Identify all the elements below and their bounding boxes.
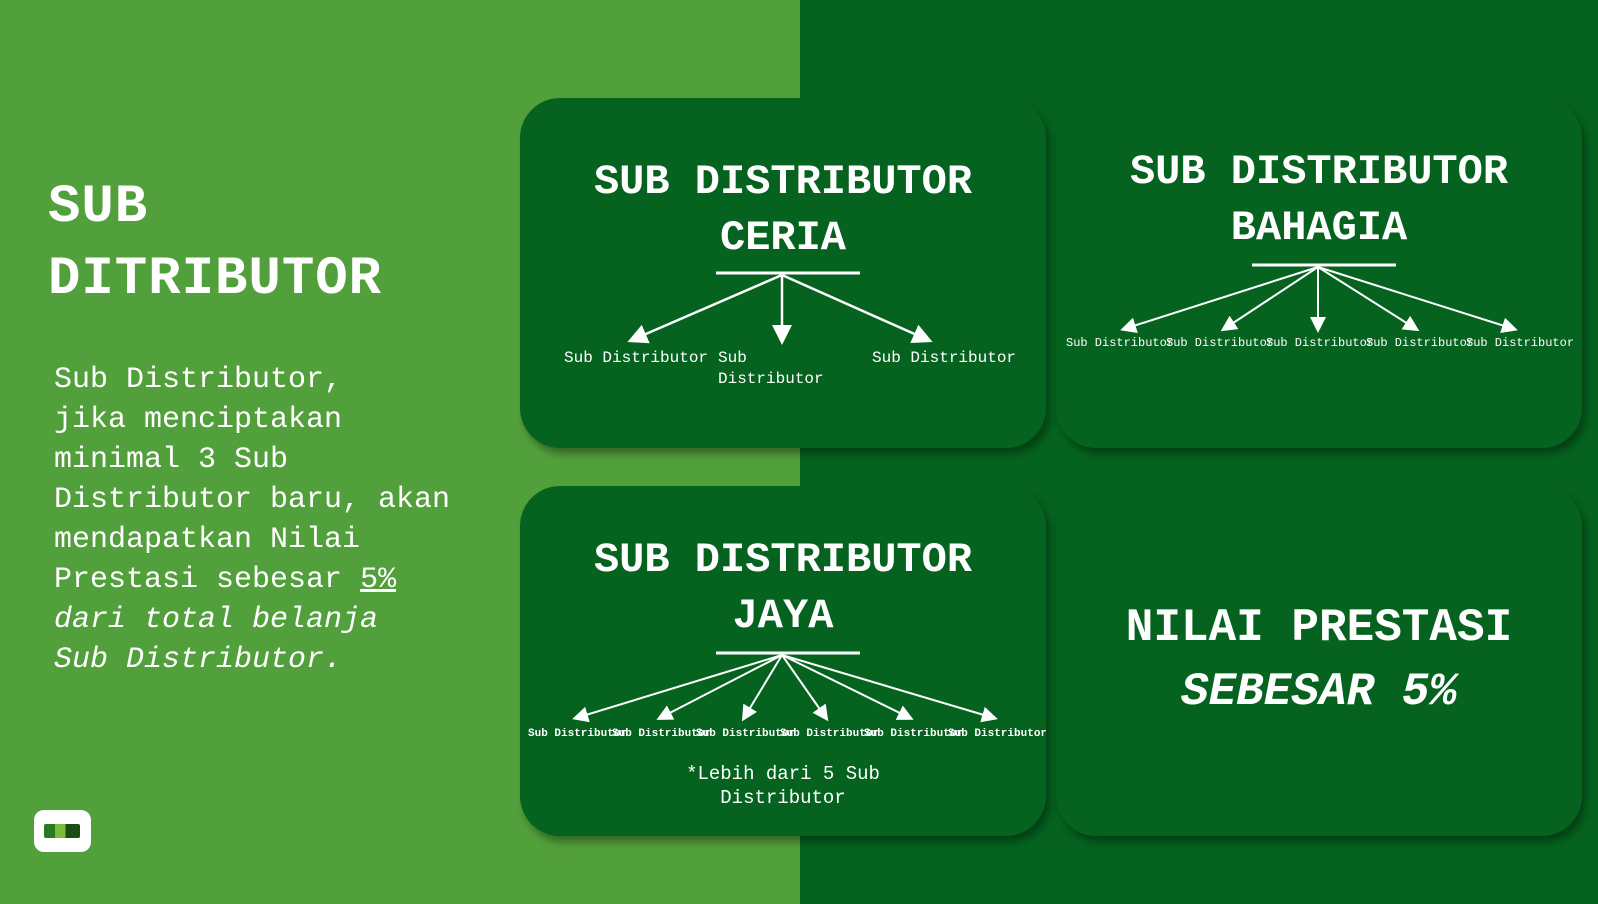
arrow bbox=[1220, 266, 1319, 332]
description-line: mendapatkan Nilai bbox=[54, 523, 361, 557]
card-title-line-1: SUB DISTRIBUTOR bbox=[593, 536, 973, 584]
nilai-prestasi-line-1: NILAI PRESTASI bbox=[1125, 602, 1513, 654]
node-sub-distributor: Sub Distributor bbox=[1166, 336, 1275, 350]
node-sub-distributor: Sub Distributor bbox=[864, 728, 964, 740]
node-sub-distributor: Sub bbox=[718, 349, 747, 367]
card-title: SUB DISTRIBUTOR CERIA bbox=[520, 154, 1046, 266]
node-sub-distributor: Sub Distributor bbox=[780, 728, 880, 740]
node-sub-distributor: Sub Distributor bbox=[1066, 336, 1175, 350]
logo-mark bbox=[44, 824, 80, 838]
arrow bbox=[572, 654, 783, 723]
node-sub-distributor: Sub Distributor bbox=[1266, 336, 1375, 350]
arrow bbox=[781, 654, 829, 722]
tree-connector bbox=[627, 271, 933, 345]
note-line-2: Distributor bbox=[720, 787, 846, 809]
tree-connector bbox=[1120, 263, 1518, 334]
description-line: minimal 3 Sub bbox=[54, 443, 289, 477]
note: *Lebih dari 5 Sub Distributor bbox=[520, 762, 1046, 810]
node-sub-distributor: Sub Distributor bbox=[1466, 336, 1575, 350]
page-title-line-2: DITRIBUTOR bbox=[48, 249, 383, 310]
background-curve bbox=[690, 0, 800, 100]
arrow bbox=[1120, 266, 1319, 333]
card-sub-distributor-jaya: SUB DISTRIBUTOR JAYA Sub Distributor Sub… bbox=[520, 486, 1046, 836]
description-prestasi: Prestasi sebesar bbox=[54, 563, 361, 597]
description: Sub Distributor, jika menciptakan minima… bbox=[54, 360, 514, 680]
description-italic-line: Sub Distributor. bbox=[54, 643, 343, 677]
note-line-1: *Lebih dari 5 Sub bbox=[686, 763, 880, 785]
node-sub-distributor: Sub Distributor bbox=[696, 728, 796, 740]
card-title-line-2: CERIA bbox=[719, 214, 847, 262]
page-title-line-1: SUB bbox=[48, 177, 149, 238]
tree-connector bbox=[572, 651, 998, 723]
card-sub-distributor-ceria: SUB DISTRIBUTOR CERIA Sub Distributor Su… bbox=[520, 98, 1046, 448]
card-title-line-1: SUB DISTRIBUTOR bbox=[593, 158, 973, 206]
node-sub-distributor: Distributor bbox=[718, 370, 824, 388]
description-line: Distributor baru, akan bbox=[54, 483, 451, 517]
page-title: SUB DITRIBUTOR bbox=[48, 172, 382, 316]
description-percentage: 5% bbox=[360, 563, 397, 597]
node-sub-distributor: Sub Distributor bbox=[612, 728, 712, 740]
description-line: Sub Distributor, bbox=[54, 363, 343, 397]
description-italic-line: dari total belanja bbox=[54, 603, 379, 637]
arrow bbox=[656, 654, 783, 720]
description-line: Prestasi sebesar 5% bbox=[54, 560, 514, 600]
node-sub-distributor: Sub Distributor bbox=[948, 728, 1046, 740]
card-title-line-2: BAHAGIA bbox=[1230, 204, 1408, 252]
card-sub-distributor-bahagia: SUB DISTRIBUTOR BAHAGIA Sub Distributor … bbox=[1056, 98, 1582, 448]
arrow bbox=[741, 654, 783, 722]
card-title-line-1: SUB DISTRIBUTOR bbox=[1129, 148, 1509, 196]
node-sub-distributor: Sub Distributor bbox=[528, 728, 628, 740]
card-title: SUB DISTRIBUTOR BAHAGIA bbox=[1056, 144, 1582, 256]
node-sub-distributor: Sub Distributor bbox=[872, 349, 1017, 367]
node-sub-distributor: Sub Distributor bbox=[564, 349, 709, 367]
node-sub-distributor: Sub Distributor bbox=[1366, 336, 1475, 350]
description-line: jika menciptakan bbox=[54, 403, 343, 437]
card-title-line-2: JAYA bbox=[732, 592, 834, 640]
arrow bbox=[627, 273, 783, 344]
arrow bbox=[781, 654, 998, 723]
card-title: SUB DISTRIBUTOR JAYA bbox=[520, 532, 1046, 644]
arrow bbox=[1317, 266, 1518, 334]
arrow bbox=[781, 273, 933, 344]
card-nilai-prestasi: NILAI PRESTASI SEBESAR 5% bbox=[1056, 486, 1582, 836]
nilai-prestasi-line-2: SEBESAR 5% bbox=[1180, 666, 1458, 718]
arrow bbox=[1317, 266, 1420, 332]
arrow bbox=[781, 654, 914, 720]
company-logo-icon bbox=[34, 810, 91, 852]
